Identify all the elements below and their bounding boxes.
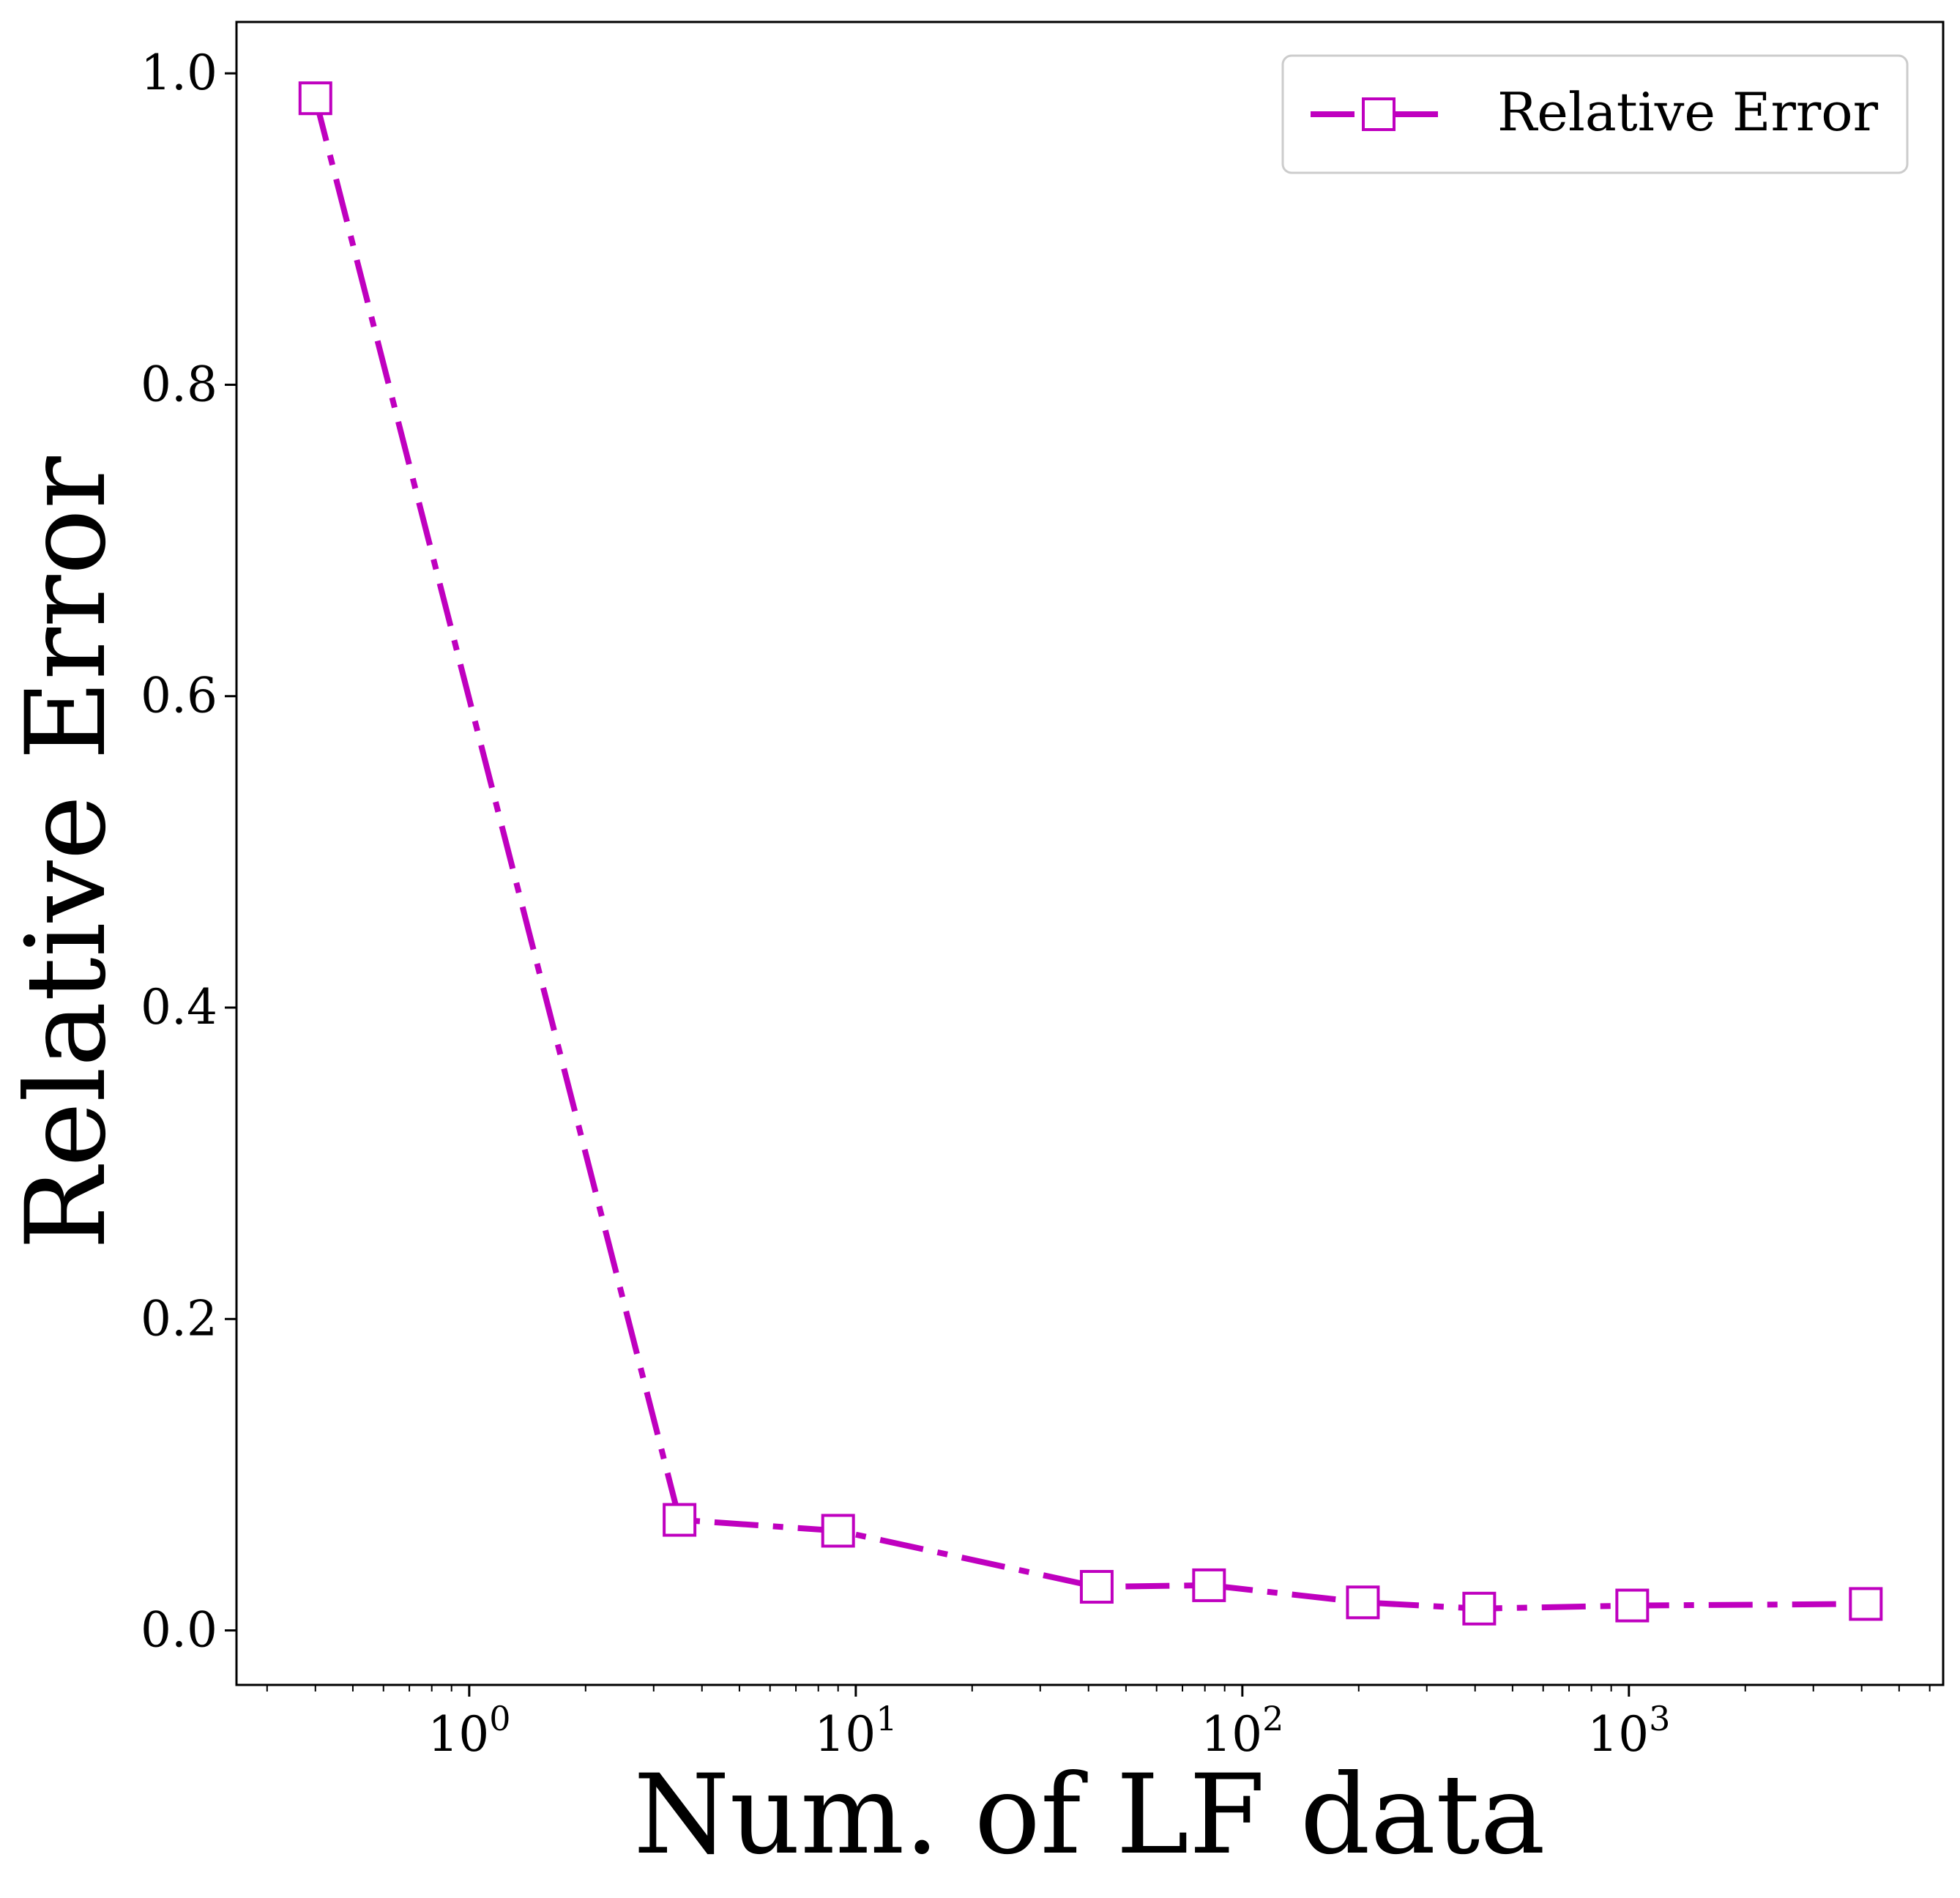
- legend-box: [1281, 54, 1909, 174]
- x-axis-label: Num. of LF data: [633, 1752, 1545, 1879]
- data-point-marker: [1849, 1587, 1883, 1621]
- y-axis-label: Relative Error: [3, 456, 130, 1250]
- series-line: [312, 97, 1866, 1612]
- legend-label: Relative Error: [1497, 81, 1879, 143]
- data-point-marker: [1192, 1568, 1226, 1602]
- y-tick-label: 0.2: [141, 1290, 217, 1347]
- y-tick-label: 0.6: [141, 668, 217, 724]
- legend-marker: [1362, 97, 1396, 131]
- y-axis-ticks: 0.0 0.2 0.4 0.6 0.8 1.0: [141, 45, 236, 1659]
- data-point-marker: [298, 81, 332, 116]
- y-tick-label: 0.4: [141, 979, 217, 1035]
- data-point-marker: [1462, 1591, 1497, 1626]
- legend: Relative Error: [1281, 54, 1909, 174]
- data-point-marker: [1615, 1588, 1650, 1623]
- data-point-marker: [1346, 1585, 1380, 1620]
- x-axis-ticks: 100 101 102 103: [266, 1685, 1931, 1763]
- y-tick-label: 0.0: [141, 1602, 217, 1659]
- x-tick-label: 100: [428, 1699, 510, 1763]
- plot-frame: [235, 21, 1945, 1686]
- x-tick-label: 103: [1587, 1699, 1670, 1763]
- x-tick-label: 101: [814, 1699, 897, 1763]
- x-tick-label: 102: [1201, 1699, 1283, 1763]
- data-point-marker: [663, 1503, 697, 1537]
- y-tick-label: 1.0: [141, 45, 217, 101]
- y-tick-label: 0.8: [141, 356, 217, 412]
- data-point-marker: [1079, 1570, 1114, 1604]
- data-point-marker: [821, 1514, 855, 1548]
- series-layer: [298, 81, 1883, 1626]
